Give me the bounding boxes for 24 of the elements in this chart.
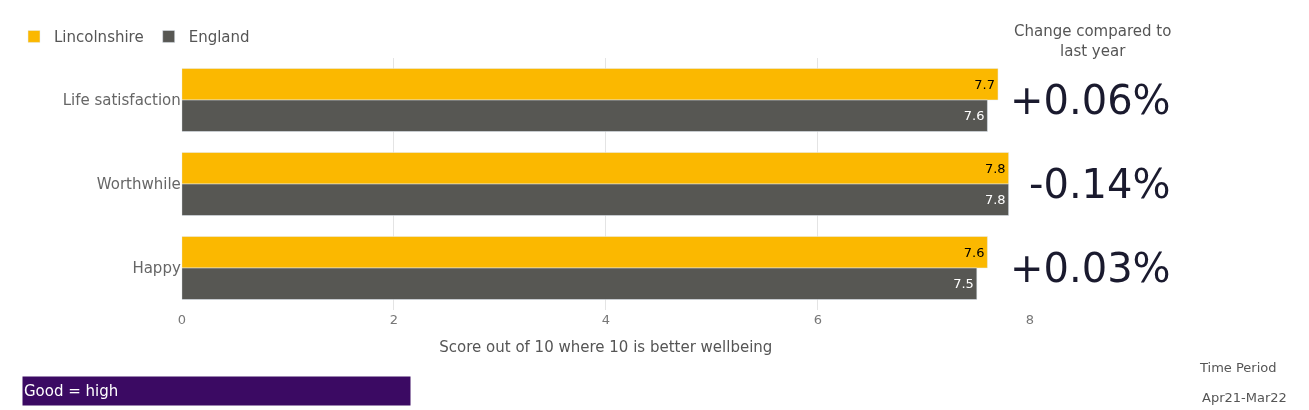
text: Time Period [1199,360,1277,375]
y-tick-label: Life satisfaction [62,91,181,110]
data-label: 7.5 [953,276,974,292]
x-axis-title: Score out of 10 where 10 is better wellbeing [439,338,773,356]
annotation: Change compared to last year [1014,22,1172,60]
annotation: +0.06% [1010,77,1171,123]
text: Apr21-Mar22 [1202,390,1287,405]
data-label: 7.8 [984,192,1006,208]
annotation: +0.03% [1010,245,1171,291]
x-tick-label: 2 [389,312,398,327]
text: Good = high [24,382,119,400]
data-label: 7.8 [984,160,1006,176]
legend-label: England [188,28,250,47]
x-tick-label: 6 [813,312,822,327]
x-tick-label: 8 [1025,312,1034,327]
annotation: -0.14% [1029,161,1171,207]
y-tick-label: Happy [132,259,181,278]
legend-label: Lincolnshire [54,28,144,47]
data-label: 7.6 [963,108,985,124]
data-label: 7.7 [974,76,996,92]
data-label: 7.6 [963,244,985,260]
y-tick-label: Worthwhile [96,175,181,194]
x-tick-label: 0 [177,312,186,327]
x-tick-label: 4 [601,312,610,327]
